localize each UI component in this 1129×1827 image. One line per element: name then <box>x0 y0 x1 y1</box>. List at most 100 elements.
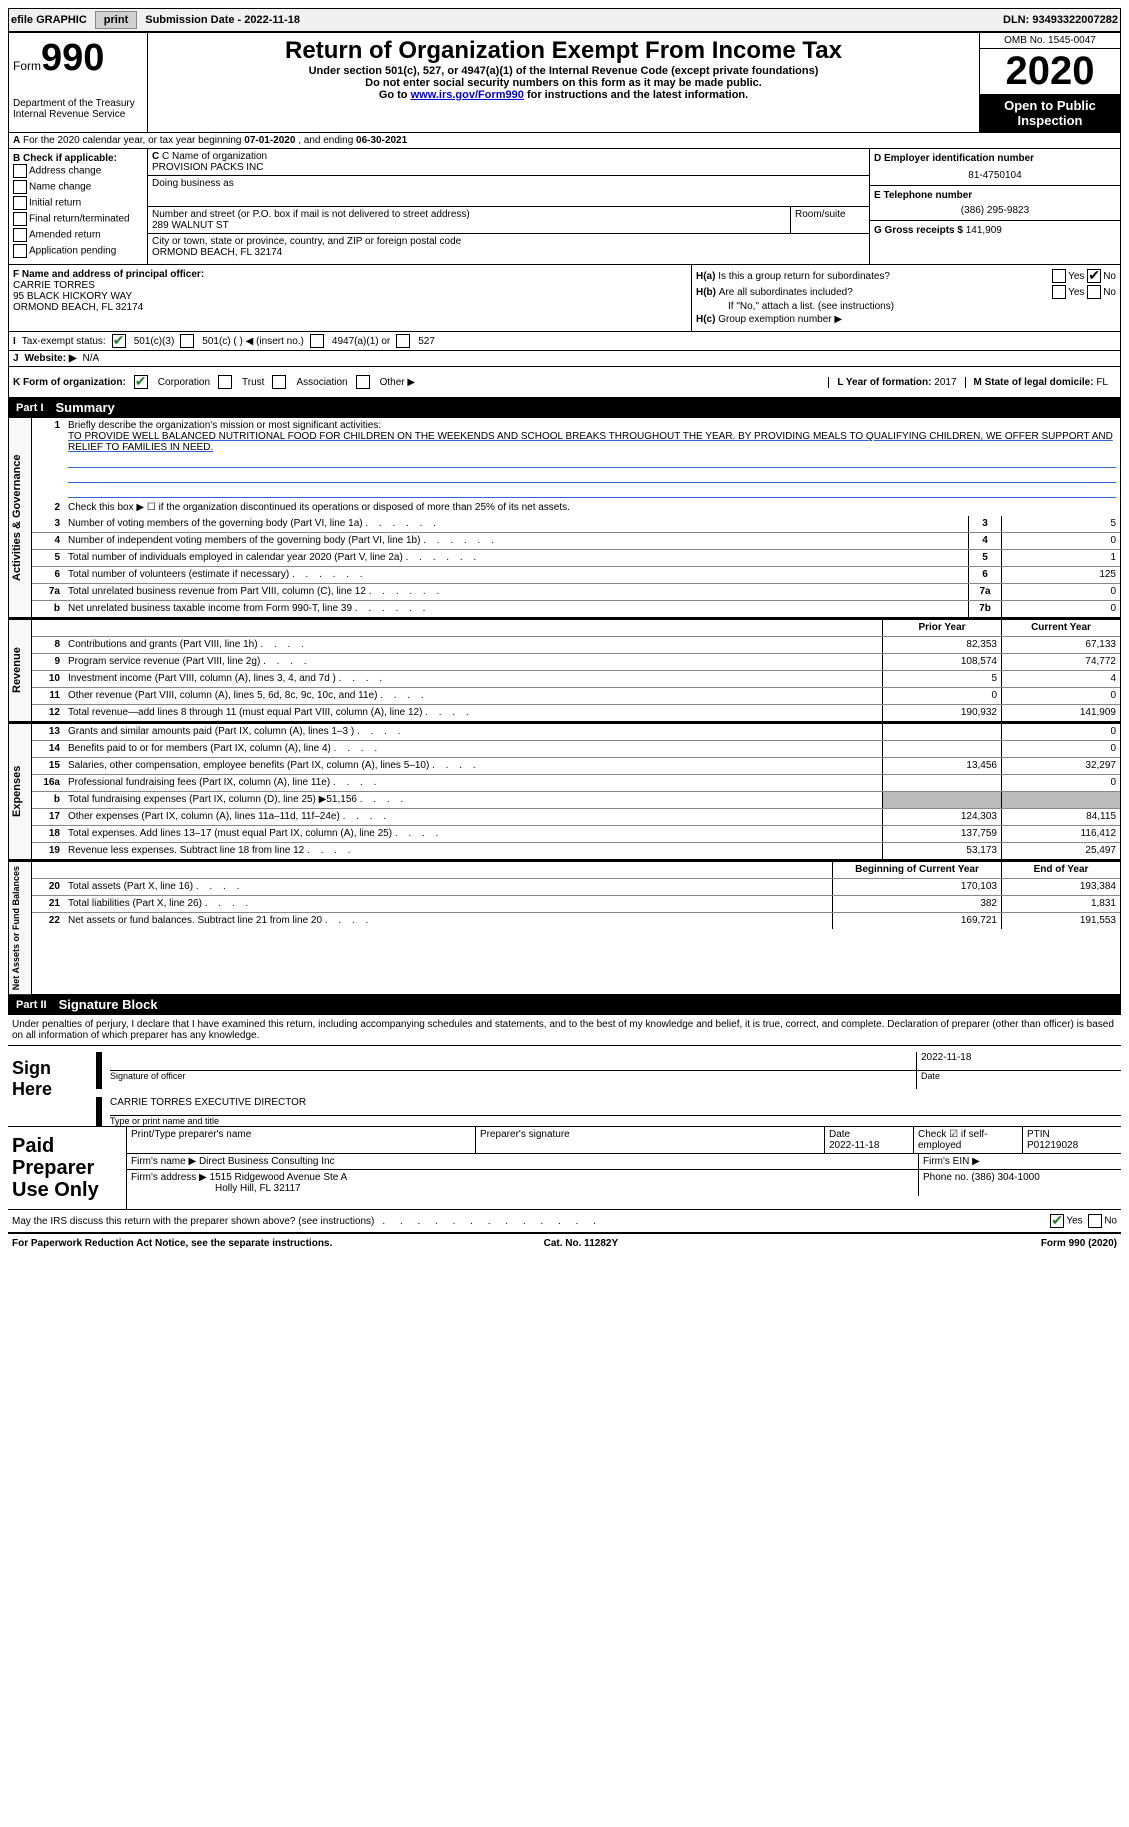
phone: (386) 295-9823 <box>874 205 1116 216</box>
vtab-exp: Expenses <box>9 724 32 859</box>
discuss-no[interactable] <box>1088 1214 1102 1228</box>
prep-date: 2022-11-18 <box>829 1140 879 1151</box>
subtitle-3: Go to www.irs.gov/Form990 for instructio… <box>152 89 975 101</box>
irs-link[interactable]: www.irs.gov/Form990 <box>411 89 524 101</box>
summary-row: 5Total number of individuals employed in… <box>32 550 1120 567</box>
cb-application-pending[interactable]: Application pending <box>13 244 143 258</box>
ha-yes[interactable] <box>1052 269 1066 283</box>
officer-group-row: F Name and address of principal officer:… <box>8 265 1121 332</box>
summary-row: 3Number of voting members of the governi… <box>32 516 1120 533</box>
vtab-rev: Revenue <box>9 620 32 721</box>
year-formation: 2017 <box>934 377 956 388</box>
summary-row: 22Net assets or fund balances. Subtract … <box>32 913 1120 929</box>
officer-addr1: 95 BLACK HICKORY WAY <box>13 291 687 302</box>
print-button[interactable]: print <box>95 11 137 29</box>
hb-yes[interactable] <box>1052 285 1066 299</box>
submission-label: Submission Date - 2022-11-18 <box>145 14 300 26</box>
dln: DLN: 93493322007282 <box>1003 14 1118 26</box>
summary-row: 8Contributions and grants (Part VIII, li… <box>32 637 1120 654</box>
vtab-ag: Activities & Governance <box>9 418 32 617</box>
summary-row: 19Revenue less expenses. Subtract line 1… <box>32 843 1120 859</box>
sign-here-label: Sign Here <box>8 1046 96 1126</box>
summary-row: 16aProfessional fundraising fees (Part I… <box>32 775 1120 792</box>
cb-corporation[interactable] <box>134 375 148 389</box>
website: N/A <box>83 353 100 364</box>
identity-row: B Check if applicable: Address change Na… <box>8 149 1121 265</box>
vtab-na: Net Assets or Fund Balances <box>9 862 32 994</box>
summary-row: 9Program service revenue (Part VIII, lin… <box>32 654 1120 671</box>
form-title: Return of Organization Exempt From Incom… <box>152 37 975 65</box>
tax-year: 2020 <box>980 49 1120 94</box>
cb-address-change[interactable]: Address change <box>13 164 143 178</box>
form-number: Form990 <box>13 37 143 80</box>
open-public: Open to Public Inspection <box>980 94 1120 132</box>
part-ii-header: Part II Signature Block <box>8 995 1121 1014</box>
form-header: Form990 Department of the Treasury Inter… <box>8 32 1121 133</box>
summary-row: 10Investment income (Part VIII, column (… <box>32 671 1120 688</box>
cb-association[interactable] <box>272 375 286 389</box>
officer-name: CARRIE TORRES <box>13 280 687 291</box>
discuss-yes[interactable] <box>1050 1214 1064 1228</box>
summary-row: 21Total liabilities (Part X, line 26) . … <box>32 896 1120 913</box>
summary-row: 13Grants and similar amounts paid (Part … <box>32 724 1120 741</box>
summary-row: bNet unrelated business taxable income f… <box>32 601 1120 617</box>
summary-row: 4Number of independent voting members of… <box>32 533 1120 550</box>
org-name: PROVISION PACKS INC <box>152 162 865 173</box>
paid-preparer-label: Paid Preparer Use Only <box>8 1127 126 1209</box>
cb-501c3[interactable] <box>112 334 126 348</box>
officer-addr2: ORMOND BEACH, FL 32174 <box>13 302 687 313</box>
dept-treasury: Department of the Treasury <box>13 98 143 109</box>
cb-amended[interactable]: Amended return <box>13 228 143 242</box>
cb-501c[interactable] <box>180 334 194 348</box>
firm-phone: (386) 304-1000 <box>971 1172 1039 1183</box>
cb-527[interactable] <box>396 334 410 348</box>
summary-ag: Activities & Governance 1 Briefly descri… <box>8 417 1121 618</box>
mission-text: TO PROVIDE WELL BALANCED NUTRITIONAL FOO… <box>68 431 1113 453</box>
subtitle-1: Under section 501(c), 527, or 4947(a)(1)… <box>152 65 975 77</box>
summary-row: 15Salaries, other compensation, employee… <box>32 758 1120 775</box>
line-a: A For the 2020 calendar year, or tax yea… <box>8 133 1121 149</box>
cb-name-change[interactable]: Name change <box>13 180 143 194</box>
cb-initial-return[interactable]: Initial return <box>13 196 143 210</box>
perjury-declaration: Under penalties of perjury, I declare th… <box>8 1014 1121 1045</box>
cb-trust[interactable] <box>218 375 232 389</box>
summary-row: 7aTotal unrelated business revenue from … <box>32 584 1120 601</box>
footer-cat: Cat. No. 11282Y <box>544 1238 618 1249</box>
firm-addr1: 1515 Ridgewood Avenue Ste A <box>210 1172 348 1183</box>
state-domicile: FL <box>1096 377 1108 388</box>
summary-row: 14Benefits paid to or for members (Part … <box>32 741 1120 758</box>
city-state-zip: ORMOND BEACH, FL 32174 <box>152 247 865 258</box>
line-i: I Tax-exempt status: 501(c)(3) 501(c) ( … <box>8 332 1121 351</box>
summary-exp: Expenses 13Grants and similar amounts pa… <box>8 722 1121 860</box>
summary-row: 6Total number of volunteers (estimate if… <box>32 567 1120 584</box>
cb-4947[interactable] <box>310 334 324 348</box>
summary-row: 20Total assets (Part X, line 16) . . . .… <box>32 879 1120 896</box>
line-k: K Form of organization: Corporation Trus… <box>8 367 1121 398</box>
omb-number: OMB No. 1545-0047 <box>980 33 1120 49</box>
firm-name: Direct Business Consulting Inc <box>199 1156 335 1167</box>
top-bar: efile GRAPHIC print Submission Date - 20… <box>8 8 1121 32</box>
officer-name-title: CARRIE TORRES EXECUTIVE DIRECTOR <box>110 1097 1121 1115</box>
summary-row: 18Total expenses. Add lines 13–17 (must … <box>32 826 1120 843</box>
summary-rev: Revenue Prior Year Current Year 8Contrib… <box>8 618 1121 722</box>
cb-other[interactable] <box>356 375 370 389</box>
ein: 81-4750104 <box>874 170 1116 181</box>
street: 289 Walnut St <box>152 220 786 231</box>
irs-label: Internal Revenue Service <box>13 109 143 120</box>
footer-left: For Paperwork Reduction Act Notice, see … <box>12 1238 332 1249</box>
hb-no[interactable] <box>1087 285 1101 299</box>
col-b-checkboxes: B Check if applicable: Address change Na… <box>9 149 148 264</box>
part-i-header: Part I Summary <box>8 398 1121 417</box>
summary-row: 17Other expenses (Part IX, column (A), l… <box>32 809 1120 826</box>
summary-row: 12Total revenue—add lines 8 through 11 (… <box>32 705 1120 721</box>
efile-label: efile GRAPHIC <box>11 14 87 26</box>
footer-form: Form 990 (2020) <box>1041 1238 1117 1249</box>
summary-row: 11Other revenue (Part VIII, column (A), … <box>32 688 1120 705</box>
summary-na: Net Assets or Fund Balances Beginning of… <box>8 860 1121 995</box>
line-j: J Website: ▶ N/A <box>8 351 1121 367</box>
cb-final-return[interactable]: Final return/terminated <box>13 212 143 226</box>
summary-row: bTotal fundraising expenses (Part IX, co… <box>32 792 1120 809</box>
ha-no[interactable] <box>1087 269 1101 283</box>
sig-date: 2022-11-18 <box>916 1052 1121 1070</box>
firm-addr2: Holly Hill, FL 32117 <box>215 1183 301 1194</box>
